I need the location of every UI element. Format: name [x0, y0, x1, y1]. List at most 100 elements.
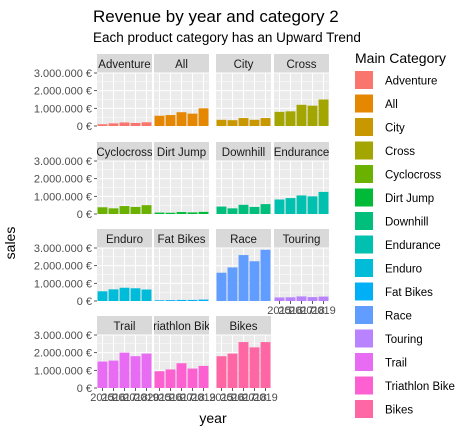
bar-cyclocross-2019: [141, 205, 152, 214]
bar-triathlon-bike-2015: [154, 371, 165, 388]
bar-fat-bikes-2018: [187, 299, 198, 301]
y-tick-label: 2.000.000 €: [34, 261, 92, 273]
bar-enduro-2016: [108, 289, 119, 301]
bar-triathlon-bike-2018: [187, 368, 198, 388]
bar-fat-bikes-2019: [198, 299, 209, 301]
y-tick-label: 2.000.000 €: [34, 86, 92, 98]
chart-title: Revenue by year and category 2: [93, 7, 339, 26]
x-tick-label: 2019: [191, 392, 215, 404]
strip-background: [154, 142, 209, 161]
x-tick-label: 2017: [112, 392, 136, 404]
x-tick-label: 2015: [90, 392, 114, 404]
bar-trail-2019: [141, 353, 152, 388]
legend-item-dirt-jump: Dirt Jump: [355, 188, 434, 207]
legend-label: Enduro: [385, 264, 422, 276]
bar-city-2016: [227, 120, 238, 126]
bar-bikes-2016: [227, 353, 238, 388]
bar-adventure-2016: [108, 123, 119, 126]
strip-label-enduro: Enduro: [106, 234, 143, 246]
x-tick-label: 2015: [209, 392, 233, 404]
bar-adventure-2015: [97, 124, 108, 126]
legend-label: Adventure: [385, 76, 437, 88]
legend-key: [355, 259, 373, 277]
panel-downhill: Downhill: [216, 142, 271, 215]
panel-cross: Cross: [274, 54, 329, 127]
bar-adventure-2019: [141, 122, 152, 126]
bar-triathlon-bike-2019: [198, 365, 209, 388]
bar-cross-2016: [285, 111, 296, 126]
bar-trail-2018: [130, 356, 141, 388]
bar-downhill-2018: [249, 206, 260, 214]
legend-item-bikes: Bikes: [355, 400, 413, 418]
bar-adventure-2018: [130, 122, 141, 126]
legend-item-fat-bikes: Fat Bikes: [355, 282, 433, 301]
legend-item-cross: Cross: [355, 141, 415, 160]
legend-item-triathlon-bike: Triathlon Bike: [355, 376, 455, 395]
legend-label: Cyclocross: [385, 170, 441, 182]
bar-downhill-2019: [260, 204, 271, 214]
strip-background: [216, 142, 271, 161]
y-tick-label: 1.000.000 €: [34, 191, 92, 203]
bar-enduro-2019: [141, 289, 152, 301]
bar-cyclocross-2016: [108, 208, 119, 214]
bar-touring-2019: [318, 296, 329, 301]
legend-item-city: City: [355, 118, 405, 136]
legend-key: [355, 353, 373, 371]
legend-label: All: [385, 99, 398, 111]
panel-dirt-jump: Dirt Jump: [154, 142, 209, 215]
x-tick-label: 2016: [220, 392, 244, 404]
bar-cross-2019: [318, 99, 329, 126]
y-tick-label: 0 €: [77, 209, 92, 221]
x-axis-title: year: [199, 410, 227, 426]
y-tick-label: 1.000.000 €: [34, 278, 92, 290]
strip-label-cross: Cross: [286, 59, 316, 71]
bar-touring-2017: [296, 296, 307, 301]
panel-all: All: [154, 54, 209, 127]
panel-city: City: [216, 54, 271, 127]
legend-label: Trail: [385, 358, 407, 370]
panel-enduro: Enduro 0 € 1.000.000 € 2.000.000 € 3.000.000…: [34, 229, 152, 308]
bar-dirt-jump-2019: [198, 211, 209, 214]
legend-key: [355, 212, 373, 230]
bar-all-2018: [187, 113, 198, 126]
bar-endurance-2016: [285, 198, 296, 214]
y-tick-label: 2.000.000 €: [34, 348, 92, 360]
chart-subtitle: Each product category has an Upward Tren…: [93, 30, 361, 45]
bar-dirt-jump-2018: [187, 212, 198, 214]
bar-triathlon-bike-2017: [176, 363, 187, 388]
bar-all-2016: [165, 115, 176, 126]
bar-cyclocross-2017: [119, 206, 130, 214]
x-tick-label: 2018: [123, 392, 147, 404]
panel-cyclocross: Cyclocross 0 € 1.000.000 € 2.000.000 € 3.000…: [34, 142, 152, 221]
legend-item-all: All: [355, 94, 398, 113]
legend-item-adventure: Adventure: [355, 71, 437, 89]
panel-adventure: Adventure 0 € 1.000.000 € 2.000.000 € 3.000.…: [34, 54, 152, 133]
bar-downhill-2016: [227, 208, 238, 214]
x-tick-label: 2018: [180, 392, 204, 404]
panel-fat-bikes: Fat Bikes: [154, 229, 209, 302]
bar-all-2015: [154, 115, 165, 126]
legend-item-downhill: Downhill: [355, 212, 428, 230]
strip-label-fat-bikes: Fat Bikes: [158, 234, 206, 246]
bar-endurance-2018: [307, 196, 318, 214]
x-tick-label: 2015: [267, 305, 291, 317]
strip-background: [216, 54, 271, 73]
bar-touring-2016: [285, 297, 296, 301]
strip-label-endurance: Endurance: [274, 147, 330, 159]
strip-label-cyclocross: Cyclocross: [96, 147, 152, 159]
bar-race-2018: [249, 261, 260, 301]
bar-touring-2015: [274, 297, 285, 301]
bar-downhill-2017: [238, 204, 249, 214]
legend-item-cyclocross: Cyclocross: [355, 165, 441, 183]
x-tick-label: 2019: [253, 392, 277, 404]
legend-label: Dirt Jump: [385, 193, 434, 205]
bar-triathlon-bike-2016: [165, 369, 176, 388]
strip-background: [97, 142, 152, 161]
legend-key: [355, 118, 373, 136]
bar-cross-2017: [296, 104, 307, 126]
strip-background: [97, 316, 152, 335]
legend-label: Triathlon Bike: [385, 381, 455, 393]
bar-fat-bikes-2015: [154, 300, 165, 301]
